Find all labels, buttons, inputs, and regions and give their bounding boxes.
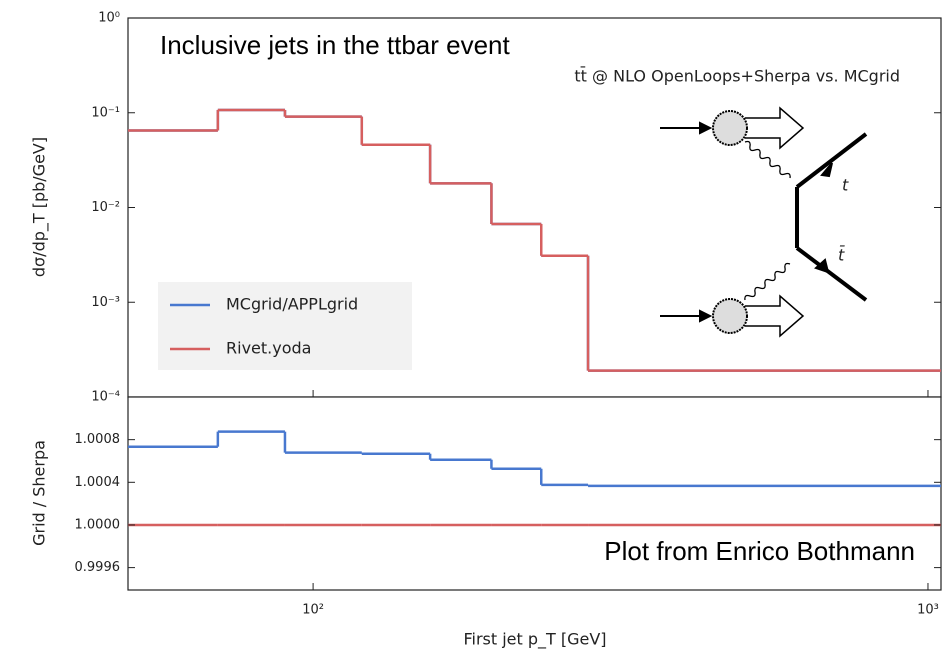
feynman-diagram — [660, 106, 868, 338]
x-tick-label: 10³ — [917, 603, 939, 618]
y-tick-label: 10⁻³ — [91, 295, 120, 310]
diagram-label: t̄ — [838, 246, 845, 265]
y-tick-label: 10⁰ — [98, 11, 120, 26]
bottom-frame — [127, 396, 942, 591]
y-tick-label: 1.0008 — [75, 432, 121, 447]
y-axis-label: dσ/dp_T [pb/GeV] — [30, 137, 50, 277]
legend-box — [158, 282, 412, 370]
y-tick-label: 0.9996 — [75, 560, 121, 575]
x-tick-label: 10² — [302, 603, 324, 618]
marks — [128, 108, 941, 527]
y-tick-label: 1.0004 — [75, 475, 121, 490]
y-tick-label: 10⁻¹ — [91, 105, 120, 120]
legend-label: MCgrid/APPLgrid — [226, 295, 358, 314]
diagram-label: t — [842, 176, 849, 195]
annotation: Plot from Enrico Bothmann — [604, 536, 915, 566]
x-axis-label: First jet p_T [GeV] — [463, 630, 606, 650]
chart-subtitle: tt̄ @ NLO OpenLoops+Sherpa vs. MCgrid — [574, 67, 900, 86]
y-axis-label: Grid / Sherpa — [30, 440, 49, 546]
y-tick-label: 1.0000 — [75, 517, 121, 532]
legend-label: Rivet.yoda — [226, 339, 311, 358]
y-tick-label: 10⁻⁴ — [91, 390, 120, 405]
y-tick-label: 10⁻² — [91, 200, 120, 215]
chart-title: Inclusive jets in the ttbar event — [160, 30, 511, 60]
legend — [158, 282, 412, 370]
